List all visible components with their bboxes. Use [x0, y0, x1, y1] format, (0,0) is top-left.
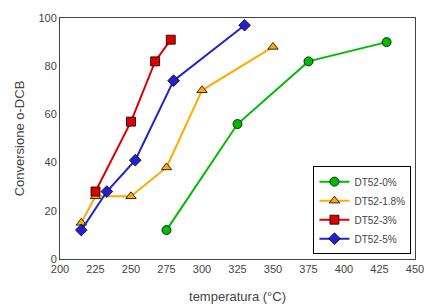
svg-text:275: 275: [157, 263, 175, 275]
svg-text:DT52-0%: DT52-0%: [354, 177, 396, 188]
svg-text:DT52-1.8%: DT52-1.8%: [354, 196, 405, 207]
svg-text:DT52-5%: DT52-5%: [354, 234, 396, 245]
svg-text:40: 40: [45, 156, 57, 168]
svg-text:250: 250: [122, 263, 140, 275]
svg-text:450: 450: [406, 263, 424, 275]
svg-text:temperatura (°C): temperatura (°C): [189, 289, 286, 304]
svg-text:DT52-3%: DT52-3%: [354, 215, 396, 226]
svg-text:0: 0: [51, 253, 57, 265]
svg-text:350: 350: [264, 263, 282, 275]
svg-text:20: 20: [45, 205, 57, 217]
svg-text:300: 300: [193, 263, 211, 275]
svg-text:80: 80: [45, 60, 57, 72]
svg-text:Conversione o-DCB: Conversione o-DCB: [12, 81, 27, 197]
svg-text:60: 60: [45, 108, 57, 120]
svg-text:100: 100: [38, 12, 56, 24]
svg-text:400: 400: [335, 263, 353, 275]
svg-text:225: 225: [86, 263, 104, 275]
svg-text:425: 425: [370, 263, 388, 275]
svg-text:325: 325: [228, 263, 246, 275]
svg-text:375: 375: [299, 263, 317, 275]
svg-text:200: 200: [51, 263, 69, 275]
